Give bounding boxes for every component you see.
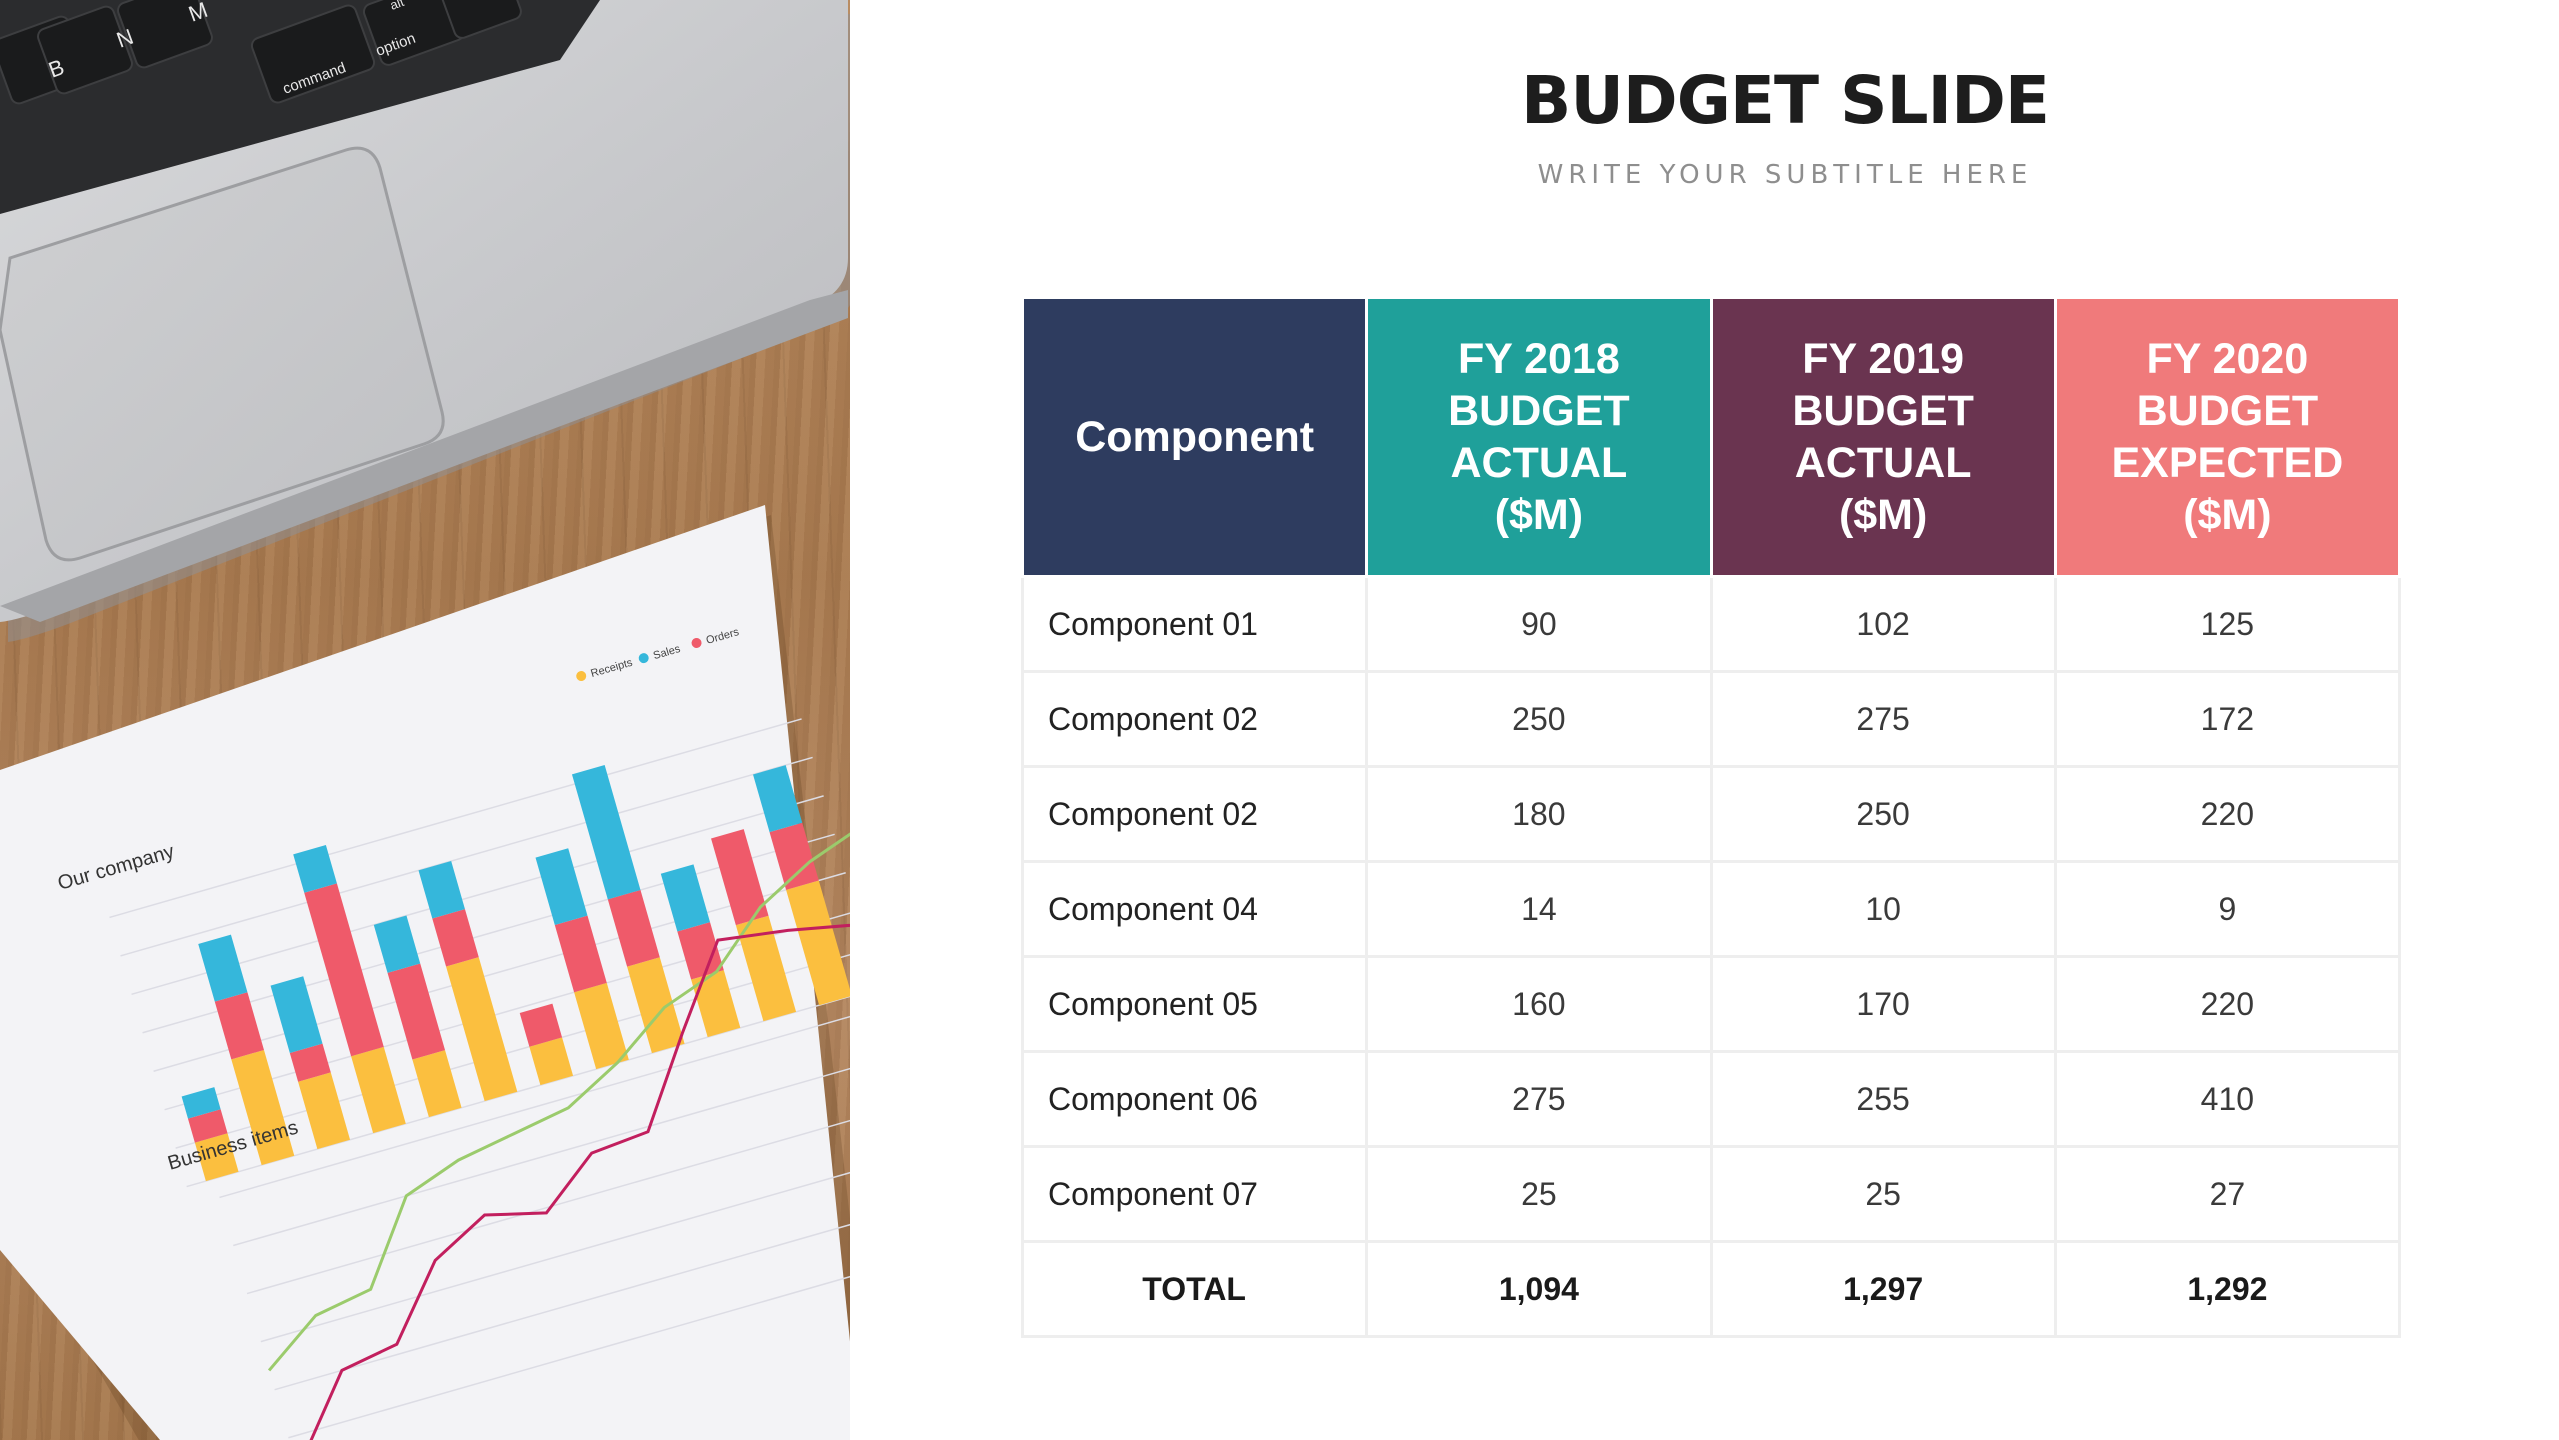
total-fy2019: 1,297 [1709, 1240, 2057, 1338]
cell-fy2018: 250 [1365, 670, 1713, 768]
header-fy2019: FY 2019 BUDGET ACTUAL ($M) [1709, 296, 2057, 578]
slide-title: BUDGET SLIDE [1521, 62, 2050, 139]
row-label: Component 04 [1020, 860, 1369, 958]
total-label: TOTAL [1020, 1240, 1369, 1338]
cell-fy2020: 27 [2053, 1145, 2402, 1243]
hero-photo: B N M command option alt Our company Rec… [0, 0, 850, 1440]
row-label: Component 01 [1020, 575, 1369, 673]
laptop: B N M command option alt [0, 0, 850, 642]
cell-fy2019: 10 [1709, 860, 2057, 958]
table-header-row: Component FY 2018 BUDGET ACTUAL ($M) FY … [1020, 296, 2402, 578]
cell-fy2018: 14 [1365, 860, 1713, 958]
cell-fy2020: 220 [2053, 955, 2402, 1053]
table-row: Component 02 250 275 172 [1020, 670, 2402, 768]
cell-fy2018: 90 [1365, 575, 1713, 673]
total-fy2020: 1,292 [2053, 1240, 2402, 1338]
row-label: Component 02 [1020, 670, 1369, 768]
cell-fy2018: 160 [1365, 955, 1713, 1053]
row-label: Component 02 [1020, 765, 1369, 863]
budget-table: Component FY 2018 BUDGET ACTUAL ($M) FY … [1020, 296, 2402, 1338]
cell-fy2019: 170 [1709, 955, 2057, 1053]
header-fy2020: FY 2020 BUDGET EXPECTED ($M) [2053, 296, 2402, 578]
laptop-and-report-illustration: B N M command option alt Our company Rec… [0, 0, 850, 1440]
report-paper: Our company Receipts Sales Orders [0, 505, 850, 1440]
cell-fy2020: 125 [2053, 575, 2402, 673]
table-row: Component 01 90 102 125 [1020, 575, 2402, 673]
cell-fy2018: 180 [1365, 765, 1713, 863]
cell-fy2020: 220 [2053, 765, 2402, 863]
cell-fy2018: 25 [1365, 1145, 1713, 1243]
table-row: Component 06 275 255 410 [1020, 1050, 2402, 1148]
table-total-row: TOTAL 1,094 1,297 1,292 [1020, 1240, 2402, 1338]
cell-fy2020: 410 [2053, 1050, 2402, 1148]
key-alt: alt [388, 0, 406, 13]
row-label: Component 05 [1020, 955, 1369, 1053]
header-component: Component [1020, 296, 1369, 578]
table-row: Component 07 25 25 27 [1020, 1145, 2402, 1243]
row-label: Component 06 [1020, 1050, 1369, 1148]
row-label: Component 07 [1020, 1145, 1369, 1243]
table-row: Component 02 180 250 220 [1020, 765, 2402, 863]
cell-fy2019: 25 [1709, 1145, 2057, 1243]
cell-fy2019: 102 [1709, 575, 2057, 673]
cell-fy2020: 9 [2053, 860, 2402, 958]
cell-fy2019: 250 [1709, 765, 2057, 863]
cell-fy2019: 255 [1709, 1050, 2057, 1148]
total-fy2018: 1,094 [1365, 1240, 1713, 1338]
table-row: Component 05 160 170 220 [1020, 955, 2402, 1053]
header-fy2018: FY 2018 BUDGET ACTUAL ($M) [1365, 296, 1713, 578]
cell-fy2020: 172 [2053, 670, 2402, 768]
cell-fy2018: 275 [1365, 1050, 1713, 1148]
slide-subtitle: WRITE YOUR SUBTITLE HERE [1537, 160, 2033, 190]
cell-fy2019: 275 [1709, 670, 2057, 768]
table-row: Component 04 14 10 9 [1020, 860, 2402, 958]
